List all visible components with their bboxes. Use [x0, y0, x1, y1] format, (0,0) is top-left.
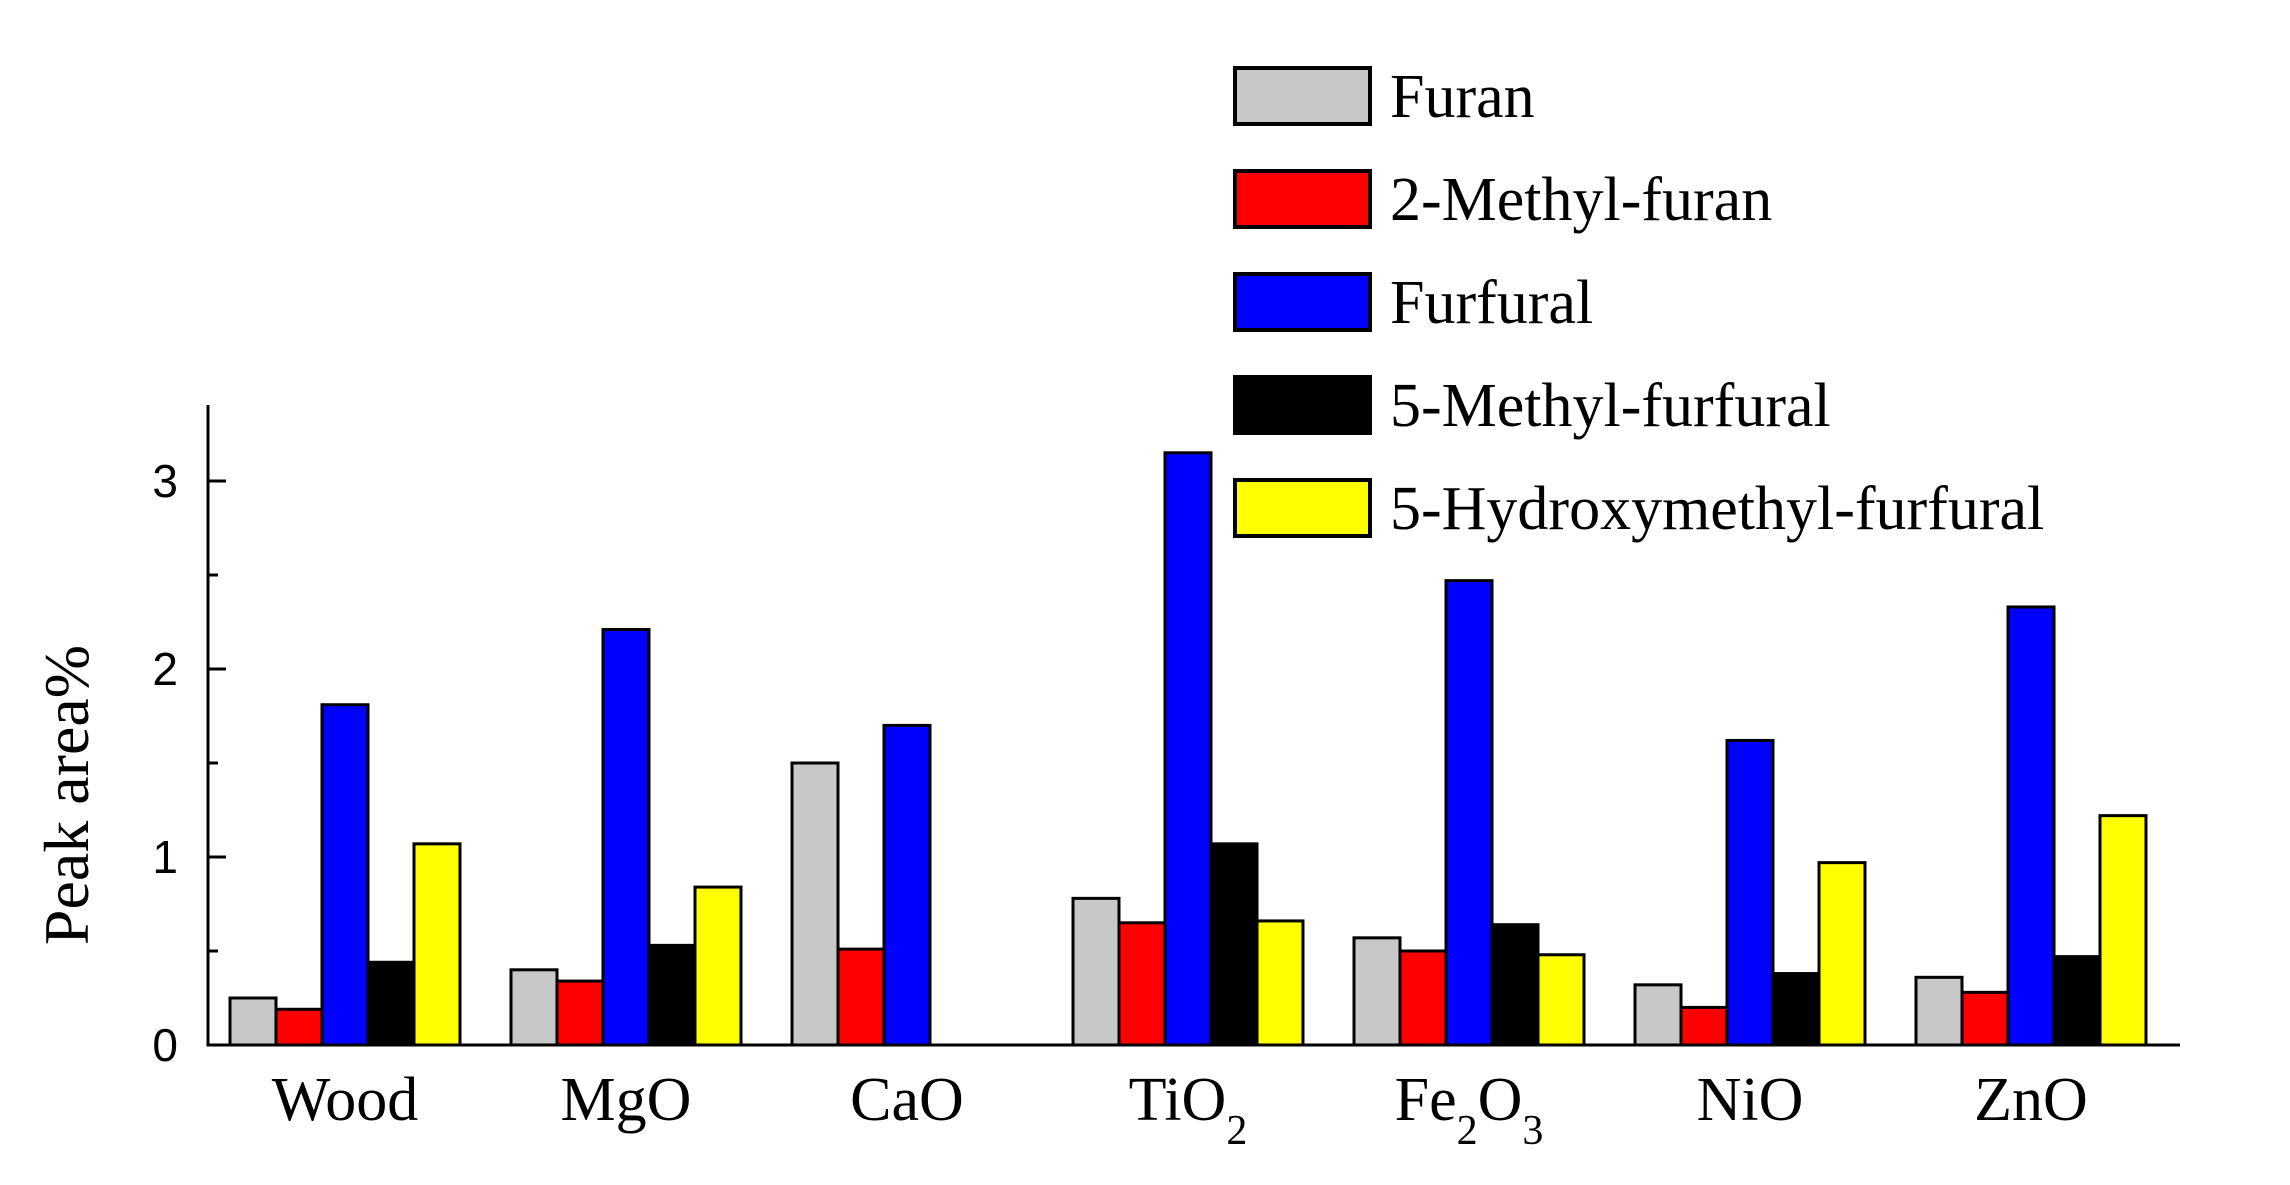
- y-tick-label: 1: [152, 831, 178, 883]
- legend-swatch-furfural: [1233, 272, 1372, 332]
- bar-2-methyl-furan-zno: [1960, 990, 2010, 1047]
- bar-furan-nio: [1633, 983, 1683, 1047]
- bar-furfural-fe2o3: [1444, 579, 1494, 1047]
- bar-furan-fe2o3: [1352, 936, 1402, 1047]
- bar-furfural-mgo: [601, 628, 651, 1047]
- bar-furfural-cao: [882, 723, 932, 1047]
- bar-5-hydroxymethyl-furfural-zno: [2098, 814, 2148, 1047]
- bar-5-methyl-furfural-mgo: [647, 943, 697, 1047]
- bar-furfural-tio2: [1163, 451, 1213, 1047]
- bar-2-methyl-furan-tio2: [1117, 921, 1167, 1047]
- bar-5-hydroxymethyl-furfural-wood: [412, 842, 462, 1047]
- bar-2-methyl-furan-mgo: [555, 979, 605, 1047]
- bar-5-hydroxymethyl-furfural-tio2: [1255, 919, 1305, 1047]
- legend-swatch-5-methyl-furfural: [1233, 375, 1372, 435]
- axes-layer: 0 1 2 3 Wood MgO CaO TiO2 Fe2O3 NiO ZnO: [152, 405, 2180, 1154]
- x-tick-label-mgo: MgO: [561, 1066, 692, 1134]
- bar-5-methyl-furfural-zno: [2052, 955, 2102, 1047]
- bar-furan-wood: [228, 996, 278, 1047]
- x-tick-label-nio: NiO: [1697, 1066, 1804, 1134]
- bar-5-hydroxymethyl-furfural-fe2o3: [1536, 953, 1586, 1047]
- bar-furan-cao: [790, 761, 840, 1047]
- legend-label-2-methyl-furan: 2-Methyl-furan: [1390, 166, 1772, 234]
- legend-label-5-methyl-furfural: 5-Methyl-furfural: [1390, 372, 1831, 440]
- bar-5-methyl-furfural-tio2: [1209, 842, 1259, 1047]
- bar-furan-mgo: [509, 968, 559, 1047]
- y-tick-label: 2: [152, 643, 178, 695]
- bar-2-methyl-furan-wood: [274, 1007, 324, 1047]
- legend: Furan 2-Methyl-furan Furfural 5-Methyl-furf…: [1233, 63, 2044, 543]
- y-tick-label: 3: [152, 455, 178, 507]
- legend-swatch-2-methyl-furan: [1233, 169, 1372, 229]
- legend-swatch-5-hydroxymethyl-furfural: [1233, 478, 1372, 538]
- bar-furan-tio2: [1071, 896, 1121, 1047]
- bars-layer: [228, 451, 2148, 1047]
- bar-2-methyl-furan-fe2o3: [1398, 949, 1448, 1047]
- y-axis-label: Peak area%: [31, 645, 102, 945]
- y-tick-label: 0: [152, 1019, 178, 1071]
- legend-label-furan: Furan: [1390, 63, 1535, 131]
- bar-5-methyl-furfural-fe2o3: [1490, 923, 1540, 1047]
- x-tick-label-fe2o3: Fe2O3: [1395, 1066, 1544, 1154]
- x-tick-label-cao: CaO: [850, 1066, 964, 1134]
- legend-label-5-hydroxymethyl-furfural: 5-Hydroxymethyl-furfural: [1390, 475, 2044, 543]
- legend-label-furfural: Furfural: [1390, 269, 1593, 337]
- bar-furfural-zno: [2006, 605, 2056, 1047]
- bar-furfural-nio: [1725, 738, 1775, 1047]
- bar-5-hydroxymethyl-furfural-mgo: [693, 885, 743, 1047]
- legend-swatch-furan: [1233, 66, 1372, 126]
- bar-5-methyl-furfural-wood: [366, 960, 416, 1047]
- bar-furan-zno: [1914, 975, 1964, 1047]
- bar-furfural-wood: [320, 703, 370, 1047]
- bar-5-methyl-furfural-nio: [1771, 972, 1821, 1047]
- bar-2-methyl-furan-cao: [836, 947, 886, 1047]
- bar-5-hydroxymethyl-furfural-nio: [1817, 861, 1867, 1047]
- x-tick-label-zno: ZnO: [1974, 1066, 2088, 1134]
- x-tick-label-tio2: TiO2: [1129, 1066, 1248, 1154]
- bar-2-methyl-furan-nio: [1679, 1005, 1729, 1047]
- x-tick-label-wood: Wood: [272, 1066, 419, 1134]
